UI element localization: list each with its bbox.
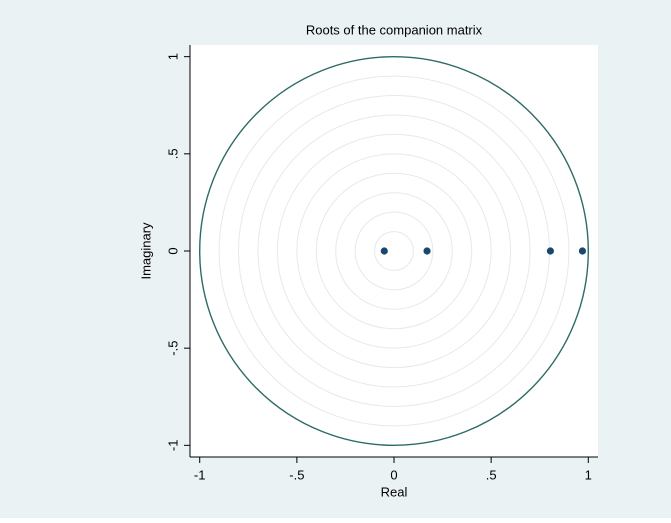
root-point (380, 247, 388, 255)
plot-background (190, 45, 598, 457)
x-axis-title: Real (381, 484, 408, 499)
y-axis-title: Imaginary (138, 222, 153, 280)
y-tick-label: 0 (165, 247, 180, 254)
grid-circle (354, 211, 434, 291)
root-point (423, 247, 431, 255)
x-tick-label: -.5 (289, 467, 304, 482)
grid-circle (315, 172, 473, 330)
grid-circle (374, 231, 414, 271)
grid-circle (276, 133, 512, 369)
y-tick-label: .5 (165, 148, 180, 159)
y-tick-label: -.5 (165, 341, 180, 356)
y-tick-label: 1 (165, 53, 180, 60)
grid-circle (296, 153, 492, 349)
grid-circle (257, 114, 531, 388)
x-tick-label: 0 (390, 467, 397, 482)
root-point (546, 247, 555, 255)
chart-title: Roots of the companion matrix (306, 22, 483, 37)
grid-circle (218, 75, 570, 427)
unit-circle (198, 55, 590, 447)
y-tick-label: -1 (165, 440, 180, 452)
root-point (578, 247, 587, 255)
x-tick-label: 1 (585, 467, 592, 482)
x-tick-label: -1 (194, 467, 206, 482)
grid-circle (335, 192, 453, 310)
x-tick-label: .5 (486, 467, 497, 482)
